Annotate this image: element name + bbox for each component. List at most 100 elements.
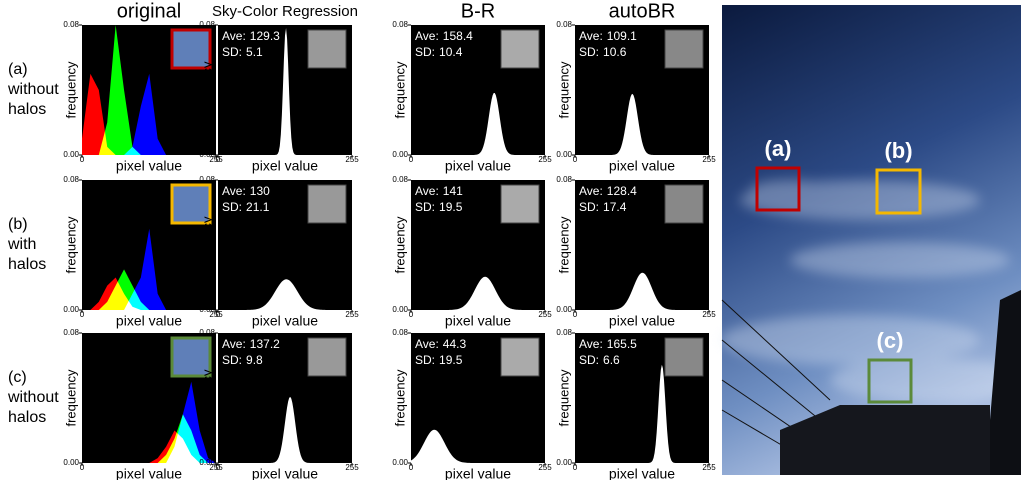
x-tick-label: 255 [702,155,716,164]
thumbnail [170,28,212,70]
stat-value: 5.1 [246,45,263,59]
stat-label: Ave: [222,29,246,43]
x-tick-label: 255 [345,310,359,319]
stat-value: 137.2 [250,337,280,351]
y-tick-label: 0.08 [392,175,408,184]
x-tick-label: 255 [702,463,716,472]
x-tick-label: 0 [409,310,414,319]
stat-label: Ave: [415,29,439,43]
region-label: (b) [884,138,912,163]
x-tick-label: 0 [573,310,578,319]
y-tick-label: 0.00 [63,305,79,314]
x-tick-label: 0 [80,155,85,164]
x-tick-label: 255 [209,155,223,164]
histogram-area [82,25,216,155]
y-tick-label: 0.08 [556,20,572,29]
y-tick-label: 0.00 [556,150,572,159]
thumbnail [170,183,212,225]
stat-text: Ave: 158.4 [415,29,473,43]
stat-text: SD: 19.5 [415,200,463,214]
x-tick-label: 255 [345,463,359,472]
stat-label: Ave: [579,337,603,351]
sky-photo [720,5,1021,475]
x-tick-label: 0 [80,310,85,319]
stat-value: 130 [250,184,270,198]
x-tick-label: 255 [209,463,223,472]
x-axis-label: pixel value [252,158,318,174]
stat-value: 141 [443,184,463,198]
histogram-area [82,228,216,310]
y-tick-label: 0.08 [392,20,408,29]
histogram-area [411,276,545,310]
x-tick-label: 255 [209,310,223,319]
stat-value: 19.5 [439,200,463,214]
thumbnail [170,336,212,378]
x-tick-label: 0 [409,155,414,164]
x-axis-label: pixel value [116,313,182,329]
stat-value: 19.5 [439,353,463,367]
stat-value: 21.1 [246,200,270,214]
x-tick-label: 255 [345,155,359,164]
thumbnail [307,337,347,377]
x-tick-label: 0 [409,463,414,472]
stat-value: 9.8 [246,353,263,367]
stat-text: Ave: 130 [222,184,270,198]
y-tick-label: 0.08 [392,328,408,337]
row-label: halos [8,409,46,426]
x-tick-label: 0 [80,463,85,472]
thumbnail [307,29,347,69]
x-tick-label: 255 [538,310,552,319]
stat-label: Ave: [222,184,246,198]
stat-label: SD: [222,45,242,59]
region-label: (c) [877,328,904,353]
stat-label: SD: [222,353,242,367]
histogram-area [575,272,709,310]
rgb-histogram [82,25,216,155]
y-tick-label: 0.00 [392,305,408,314]
histogram-area [82,73,216,155]
stat-label: Ave: [415,184,439,198]
stat-value: 6.6 [603,353,620,367]
x-tick-label: 0 [573,155,578,164]
x-tick-label: 0 [216,463,221,472]
stat-label: SD: [579,200,599,214]
y-axis-label: frequency [199,61,214,119]
stat-value: 165.5 [607,337,637,351]
y-axis-label: frequency [556,216,571,274]
stat-value: 17.4 [603,200,627,214]
x-tick-label: 255 [538,463,552,472]
y-axis-label: frequency [199,216,214,274]
column-title: Sky-Color Regression [212,3,358,20]
y-tick-label: 0.08 [63,20,79,29]
thumbnail [500,337,540,377]
stat-label: SD: [415,200,435,214]
y-tick-label: 0.00 [392,150,408,159]
stat-text: Ave: 141 [415,184,463,198]
region-box [755,166,801,212]
y-tick-label: 0.08 [63,328,79,337]
y-tick-label: 0.00 [199,150,215,159]
histogram-area [82,269,216,310]
y-tick-label: 0.08 [199,20,215,29]
x-axis-label: pixel value [609,466,675,480]
stat-label: Ave: [415,337,439,351]
thumbnail [500,29,540,69]
x-axis-label: pixel value [445,158,511,174]
histogram-area [82,381,216,463]
rgb-histogram [82,381,216,463]
y-tick-label: 0.00 [199,458,215,467]
x-tick-label: 0 [573,463,578,472]
stat-value: 158.4 [443,29,473,43]
x-axis-label: pixel value [445,466,511,480]
row-label: (a) [8,61,28,78]
y-tick-label: 0.08 [199,175,215,184]
thumbnail [664,29,704,69]
rgb-histogram [82,228,216,310]
row-label: halos [8,101,46,118]
stat-value: 129.3 [250,29,280,43]
thumbnail [664,184,704,224]
y-axis-label: frequency [556,369,571,427]
region-box [867,358,913,404]
histogram-area [218,27,352,156]
